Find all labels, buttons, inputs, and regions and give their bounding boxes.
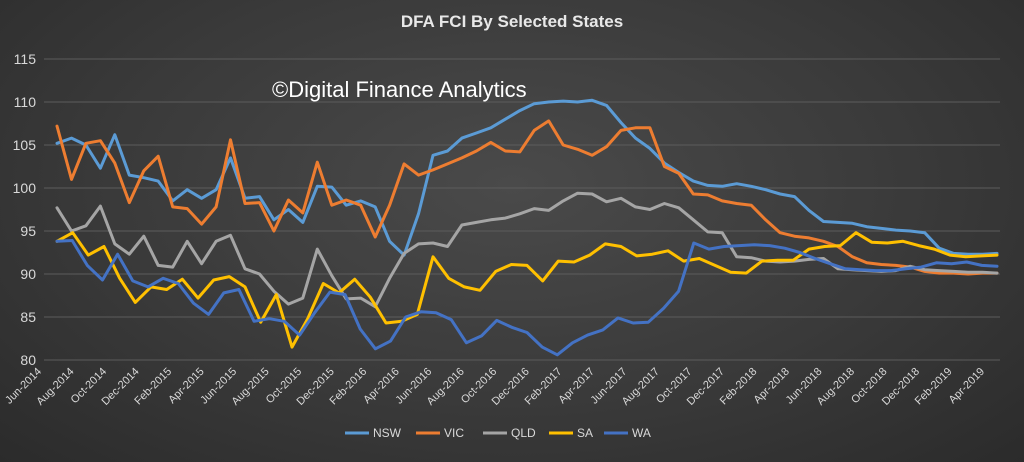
series-line-qld xyxy=(55,191,999,309)
chart-title: DFA FCI By Selected States xyxy=(401,12,623,31)
y-tick-label: 100 xyxy=(13,180,37,196)
legend-label-sa: SA xyxy=(577,426,593,440)
x-tick-label: Apr-2019 xyxy=(947,366,987,406)
y-tick-label: 115 xyxy=(14,51,37,67)
legend-label-nsw: NSW xyxy=(373,426,402,440)
x-axis: Jun-2014Aug-2014Oct-2014Dec-2014Feb-2015… xyxy=(3,366,987,408)
y-tick-label: 90 xyxy=(20,266,36,282)
y-tick-label: 80 xyxy=(20,352,36,368)
y-axis: 80 85 90 95 100 105 110 115 xyxy=(13,51,37,368)
series-line-vic xyxy=(55,119,999,276)
legend-label-qld: QLD xyxy=(511,426,536,440)
series-line-nsw xyxy=(55,98,999,257)
series-line-wa xyxy=(55,239,999,357)
gridlines xyxy=(44,58,1000,361)
watermark-text: ©Digital Finance Analytics xyxy=(272,77,527,102)
y-tick-label: 110 xyxy=(14,94,37,110)
y-tick-label: 85 xyxy=(20,309,36,325)
legend: NSW VIC QLD SA WA xyxy=(345,426,651,440)
series-lines xyxy=(55,98,999,357)
series-line-sa xyxy=(55,231,999,349)
legend-label-vic: VIC xyxy=(444,426,464,440)
y-tick-label: 95 xyxy=(20,223,36,239)
legend-label-wa: WA xyxy=(632,426,651,440)
y-tick-label: 105 xyxy=(13,137,37,153)
